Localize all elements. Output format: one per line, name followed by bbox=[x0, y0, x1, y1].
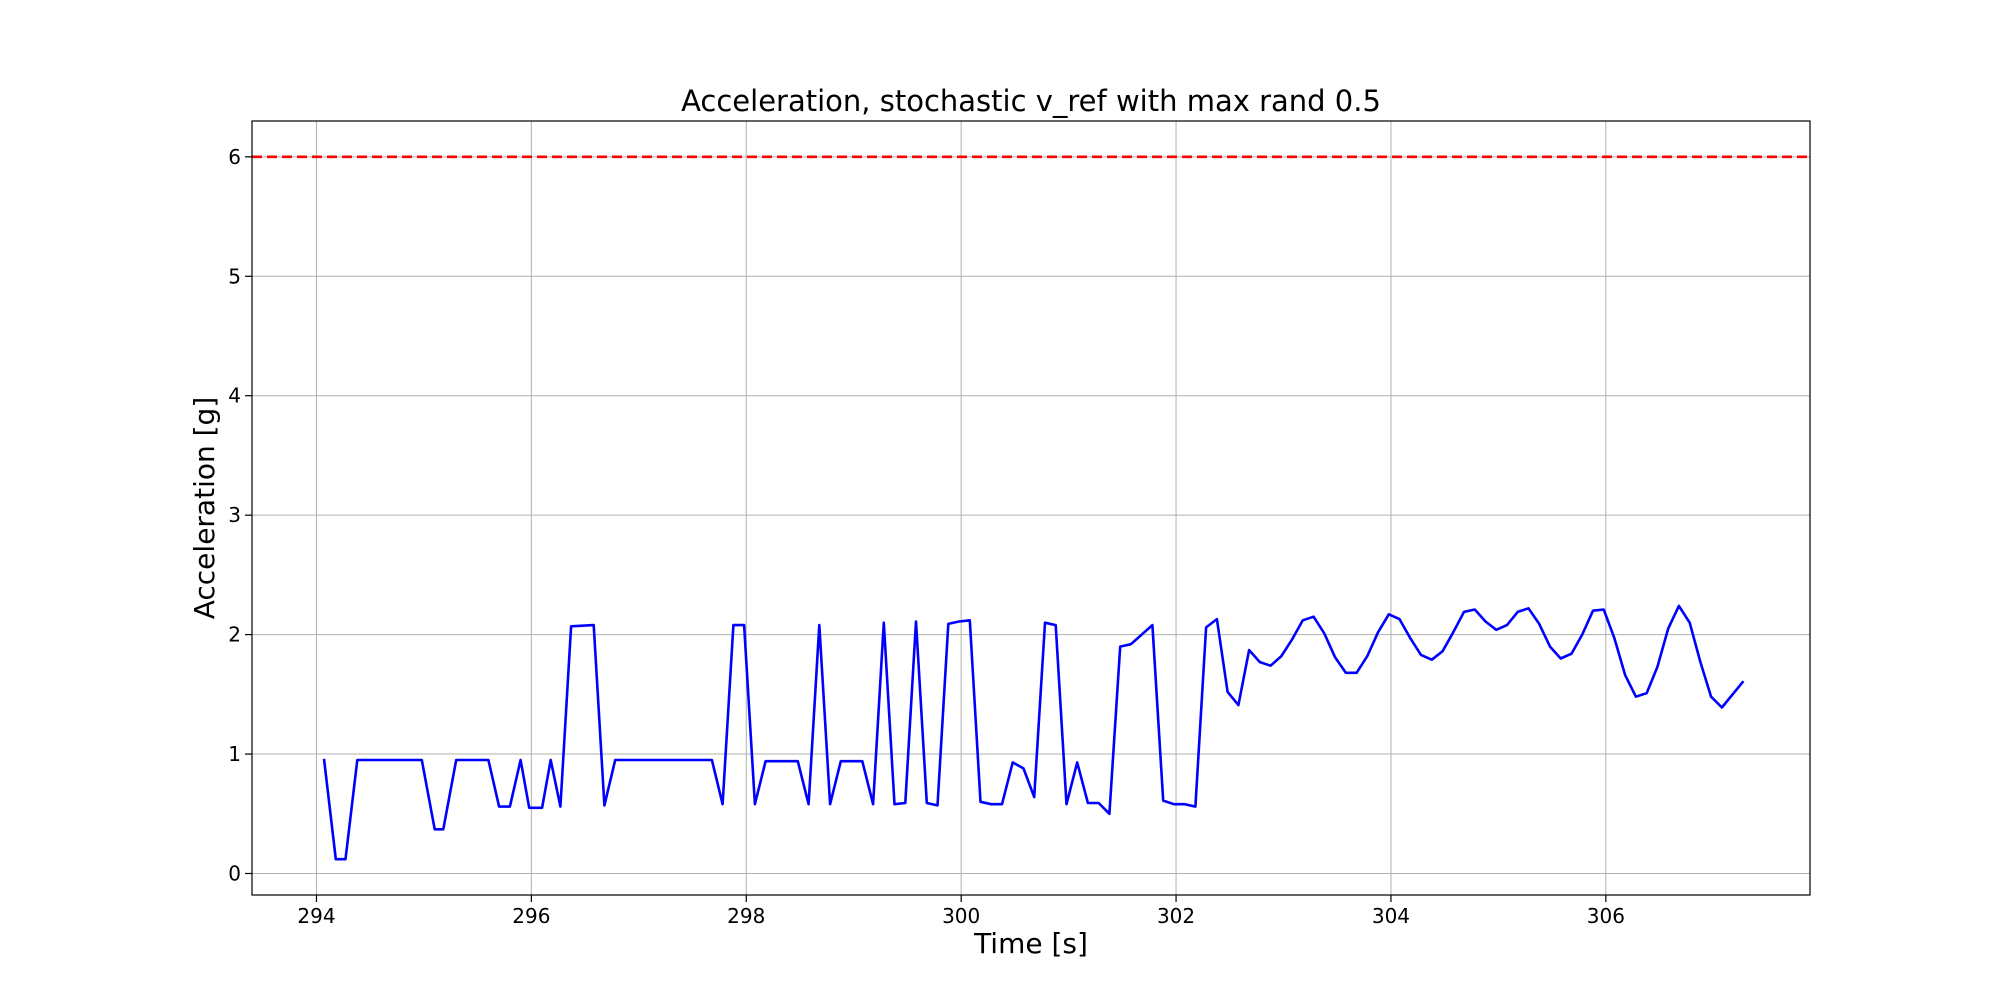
x-tick-label: 300 bbox=[942, 904, 980, 928]
x-tick-label: 298 bbox=[727, 904, 765, 928]
y-tick-label: 0 bbox=[228, 862, 241, 886]
series-layer bbox=[252, 155, 1810, 861]
acceleration-series-line bbox=[322, 604, 1745, 861]
x-tick-label: 294 bbox=[297, 904, 335, 928]
y-tick-label: 2 bbox=[228, 623, 241, 647]
x-tick-label: 306 bbox=[1587, 904, 1625, 928]
y-tick-label: 4 bbox=[228, 384, 241, 408]
x-tick-label: 296 bbox=[512, 904, 550, 928]
y-tick-label: 3 bbox=[228, 503, 241, 527]
x-axis-label: Time [s] bbox=[973, 927, 1088, 960]
y-tick-label: 6 bbox=[228, 145, 241, 169]
y-tick-label: 1 bbox=[228, 742, 241, 766]
ticks: 294 296 298 300 302 304 306 0 1 2 3 4 5 6 bbox=[228, 145, 1625, 928]
x-tick-label: 302 bbox=[1157, 904, 1195, 928]
chart-title: Acceleration, stochastic v_ref with max … bbox=[681, 84, 1381, 118]
y-axis-label: Acceleration [g] bbox=[188, 397, 221, 620]
x-tick-label: 304 bbox=[1372, 904, 1410, 928]
y-tick-label: 5 bbox=[228, 264, 241, 288]
plot-frame bbox=[251, 120, 1811, 896]
